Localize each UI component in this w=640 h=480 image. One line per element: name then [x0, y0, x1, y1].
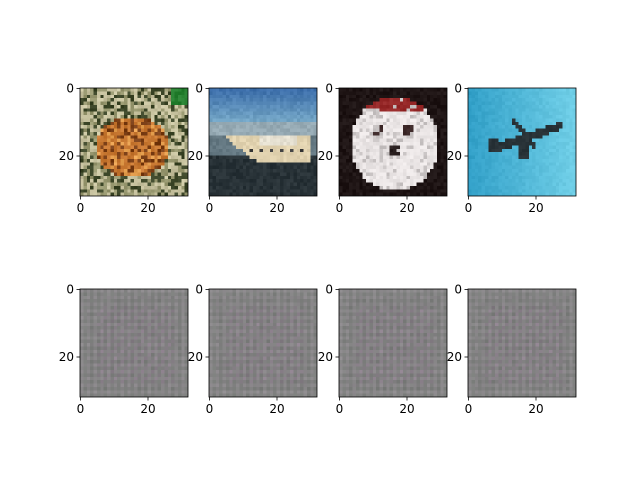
y-tick-label: 0	[195, 283, 203, 297]
y-tick-label: 0	[195, 82, 203, 96]
x-tick-label: 20	[528, 402, 543, 416]
x-tick-label: 20	[269, 201, 284, 215]
x-tick-label: 20	[399, 402, 414, 416]
image-pixels	[209, 289, 318, 398]
axes-frame	[208, 288, 318, 398]
x-tick-label: 20	[528, 201, 543, 215]
y-tick-label: 20	[447, 350, 462, 364]
axes-frame	[467, 87, 577, 197]
axes-frame	[338, 288, 448, 398]
image-panel-1: 0 20 0 20	[59, 82, 189, 215]
y-tick-label: 20	[318, 350, 333, 364]
image-panel-4: 0 20 0 20	[447, 82, 577, 215]
image-pixels	[80, 289, 189, 398]
image-pixels	[80, 88, 189, 197]
x-tick-label: 0	[206, 402, 214, 416]
image-panel-8: 0 20 0 20	[447, 283, 577, 416]
y-tick-label: 20	[318, 149, 333, 163]
x-tick-label: 20	[399, 201, 414, 215]
image-pixels	[468, 88, 577, 197]
y-tick-label: 0	[66, 283, 74, 297]
y-tick-label: 0	[454, 283, 462, 297]
y-tick-label: 0	[325, 82, 333, 96]
x-tick-label: 0	[206, 201, 214, 215]
x-tick-label: 20	[140, 201, 155, 215]
y-tick-label: 0	[66, 82, 74, 96]
x-tick-label: 0	[465, 201, 473, 215]
image-panel-5: 0 20 0 20	[59, 283, 189, 416]
y-tick-label: 0	[325, 283, 333, 297]
y-tick-label: 20	[447, 149, 462, 163]
y-tick-label: 0	[454, 82, 462, 96]
axes-frame	[79, 288, 189, 398]
image-pixels	[468, 289, 577, 398]
x-tick-label: 20	[269, 402, 284, 416]
axes-frame	[467, 288, 577, 398]
image-pixels	[339, 88, 448, 197]
axes-frame	[338, 87, 448, 197]
y-tick-label: 20	[188, 149, 203, 163]
image-panel-2: 0 20 0 20	[188, 82, 318, 215]
y-tick-label: 20	[59, 149, 74, 163]
image-pixels	[339, 289, 448, 398]
image-panel-3: 0 20 0 20	[318, 82, 448, 215]
image-panel-6: 0 20 0 20	[188, 283, 318, 416]
y-tick-label: 20	[188, 350, 203, 364]
y-tick-label: 20	[59, 350, 74, 364]
image-pixels	[209, 88, 318, 197]
x-tick-label: 20	[140, 402, 155, 416]
x-tick-label: 0	[465, 402, 473, 416]
x-tick-label: 0	[336, 402, 344, 416]
x-tick-label: 0	[336, 201, 344, 215]
x-tick-label: 0	[77, 402, 85, 416]
x-tick-label: 0	[77, 201, 85, 215]
axes-frame	[208, 87, 318, 197]
axes-frame	[79, 87, 189, 197]
image-panel-7: 0 20 0 20	[318, 283, 448, 416]
